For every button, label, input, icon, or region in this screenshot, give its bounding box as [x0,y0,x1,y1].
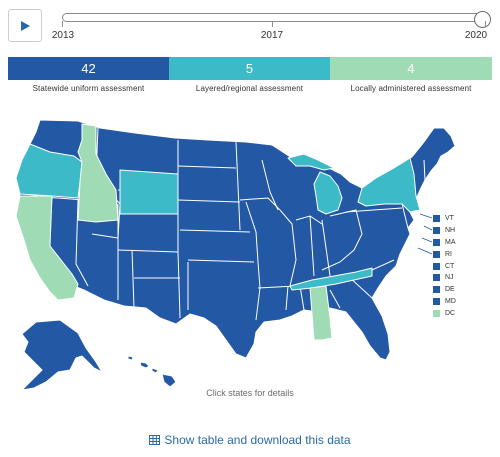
summary-layered[interactable]: 5 Layered/regional assessment [169,57,330,93]
state-alaska[interactable] [21,319,103,390]
state-oregon[interactable] [15,143,83,199]
year-label-start: 2013 [51,30,75,41]
legend-label: MD [445,297,456,305]
legend-item[interactable]: RI [433,248,456,260]
year-label-end: 2020 [464,30,488,41]
legend-label: RI [445,250,452,258]
legend-item[interactable]: DE [433,284,456,296]
us-map [15,119,456,390]
state-california[interactable] [15,195,79,301]
local-label: Locally administered assessment [350,84,472,93]
legend-label: CT [445,262,455,270]
legend-swatch [433,309,440,317]
summary-statewide[interactable]: 42 Statewide uniform assessment [8,57,169,93]
legend-swatch [433,227,440,235]
legend-swatch [433,250,440,258]
tick-2013 [62,21,63,27]
legend-swatch [433,297,440,305]
legend-item[interactable]: MD [433,296,456,308]
statewide-label: Statewide uniform assessment [32,84,145,93]
table-icon [149,435,161,445]
show-table-link[interactable]: Show table and download this data [0,433,500,447]
layered-label: Layered/regional assessment [195,84,304,93]
state-michigan[interactable] [287,153,343,215]
legend-item[interactable]: CT [433,260,456,272]
tick-2020 [485,21,486,27]
local-count: 4 [330,57,492,80]
state-wyoming[interactable] [119,169,179,215]
state-alabama[interactable] [309,285,333,341]
tick-2017 [272,21,273,27]
state-idaho[interactable] [77,123,119,223]
statewide-count: 42 [8,57,169,80]
summary-local[interactable]: 4 Locally administered assessment [330,57,492,93]
year-slider[interactable]: 2013 2017 2020 [52,10,491,41]
state-hawaii[interactable] [127,355,177,388]
state-new-york[interactable] [357,157,421,213]
legend-label: MA [445,238,456,246]
legend-item[interactable]: VT [433,213,456,225]
legend-swatch [433,274,440,282]
click-hint: Click states for details [206,388,294,398]
legend-item[interactable]: DC [433,307,456,319]
summary-bar: 42 Statewide uniform assessment 5 Layere… [8,57,492,93]
legend-label: DE [445,286,455,294]
legend-swatch [433,238,440,246]
state-legend: VT NH MA RI CT NJ DE MD DC [433,213,456,319]
legend-item[interactable]: NH [433,225,456,237]
legend-swatch [433,262,440,270]
state-tennessee[interactable] [289,267,373,291]
legend-swatch [433,286,440,294]
slider-track[interactable] [62,11,491,28]
layered-count: 5 [169,57,330,80]
year-label-mid: 2017 [260,30,284,41]
legend-label: VT [445,215,454,223]
slider-handle[interactable] [474,11,491,28]
play-button[interactable] [8,9,42,42]
legend-item[interactable]: MA [433,237,456,249]
leader-lines [417,213,433,255]
legend-swatch [433,215,440,223]
play-icon [21,20,30,31]
legend-label: NJ [445,274,454,282]
legend-label: NH [445,227,456,235]
legend-label: DC [445,309,456,317]
show-table-label: Show table and download this data [164,433,351,447]
legend-item[interactable]: NJ [433,272,456,284]
